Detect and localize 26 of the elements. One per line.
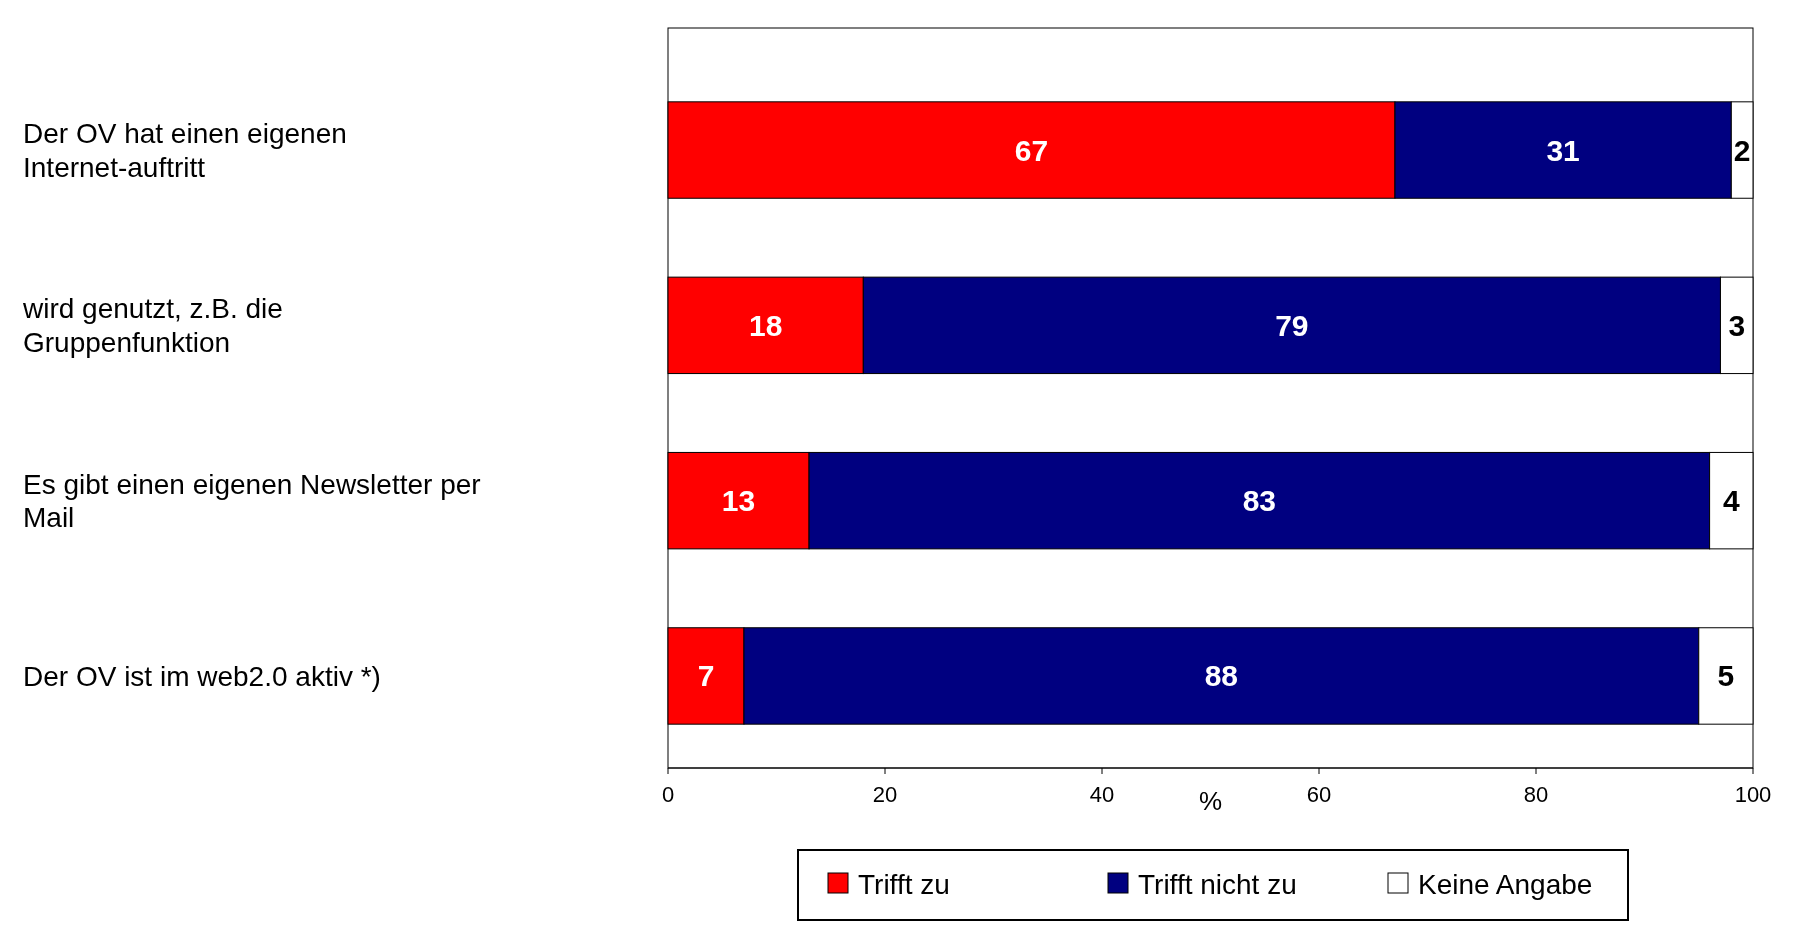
x-tick-label: 80 bbox=[1523, 782, 1549, 807]
legend-label: Keine Angabe bbox=[1418, 869, 1593, 900]
data-label: 67 bbox=[1014, 133, 1049, 167]
x-tick-label: 0 bbox=[661, 782, 675, 807]
data-label: 7 bbox=[697, 659, 715, 693]
y-tick-label: Der OV ist im web2.0 aktiv *) bbox=[23, 660, 381, 692]
data-label: 31 bbox=[1546, 133, 1580, 167]
data-label: 2 bbox=[1733, 133, 1751, 167]
x-tick-label: 40 bbox=[1089, 782, 1115, 807]
data-label: 13 bbox=[721, 484, 756, 518]
data-label: 79 bbox=[1275, 308, 1309, 342]
legend-label: Trifft nicht zu bbox=[1138, 869, 1297, 900]
x-tick-label: 20 bbox=[872, 782, 898, 807]
legend-label: Trifft zu bbox=[858, 869, 950, 900]
data-label: 83 bbox=[1242, 484, 1277, 518]
x-tick-label: 100 bbox=[1734, 782, 1772, 807]
y-tick-label: Es gibt einen eigenen Newsletter per Mail bbox=[23, 468, 481, 534]
data-label: 4 bbox=[1722, 484, 1740, 518]
data-label: 18 bbox=[748, 308, 783, 342]
x-tick-label: 60 bbox=[1306, 782, 1332, 807]
y-tick-label: Der OV hat einen eigenen Internet-auftritt bbox=[23, 118, 347, 183]
data-label: 3 bbox=[1728, 308, 1746, 342]
x-axis-title: % bbox=[1198, 786, 1223, 816]
data-label: 5 bbox=[1717, 659, 1735, 693]
data-label: 88 bbox=[1204, 659, 1239, 693]
y-tick-label: wird genutzt, z.B. die Gruppenfunktion bbox=[22, 293, 283, 358]
